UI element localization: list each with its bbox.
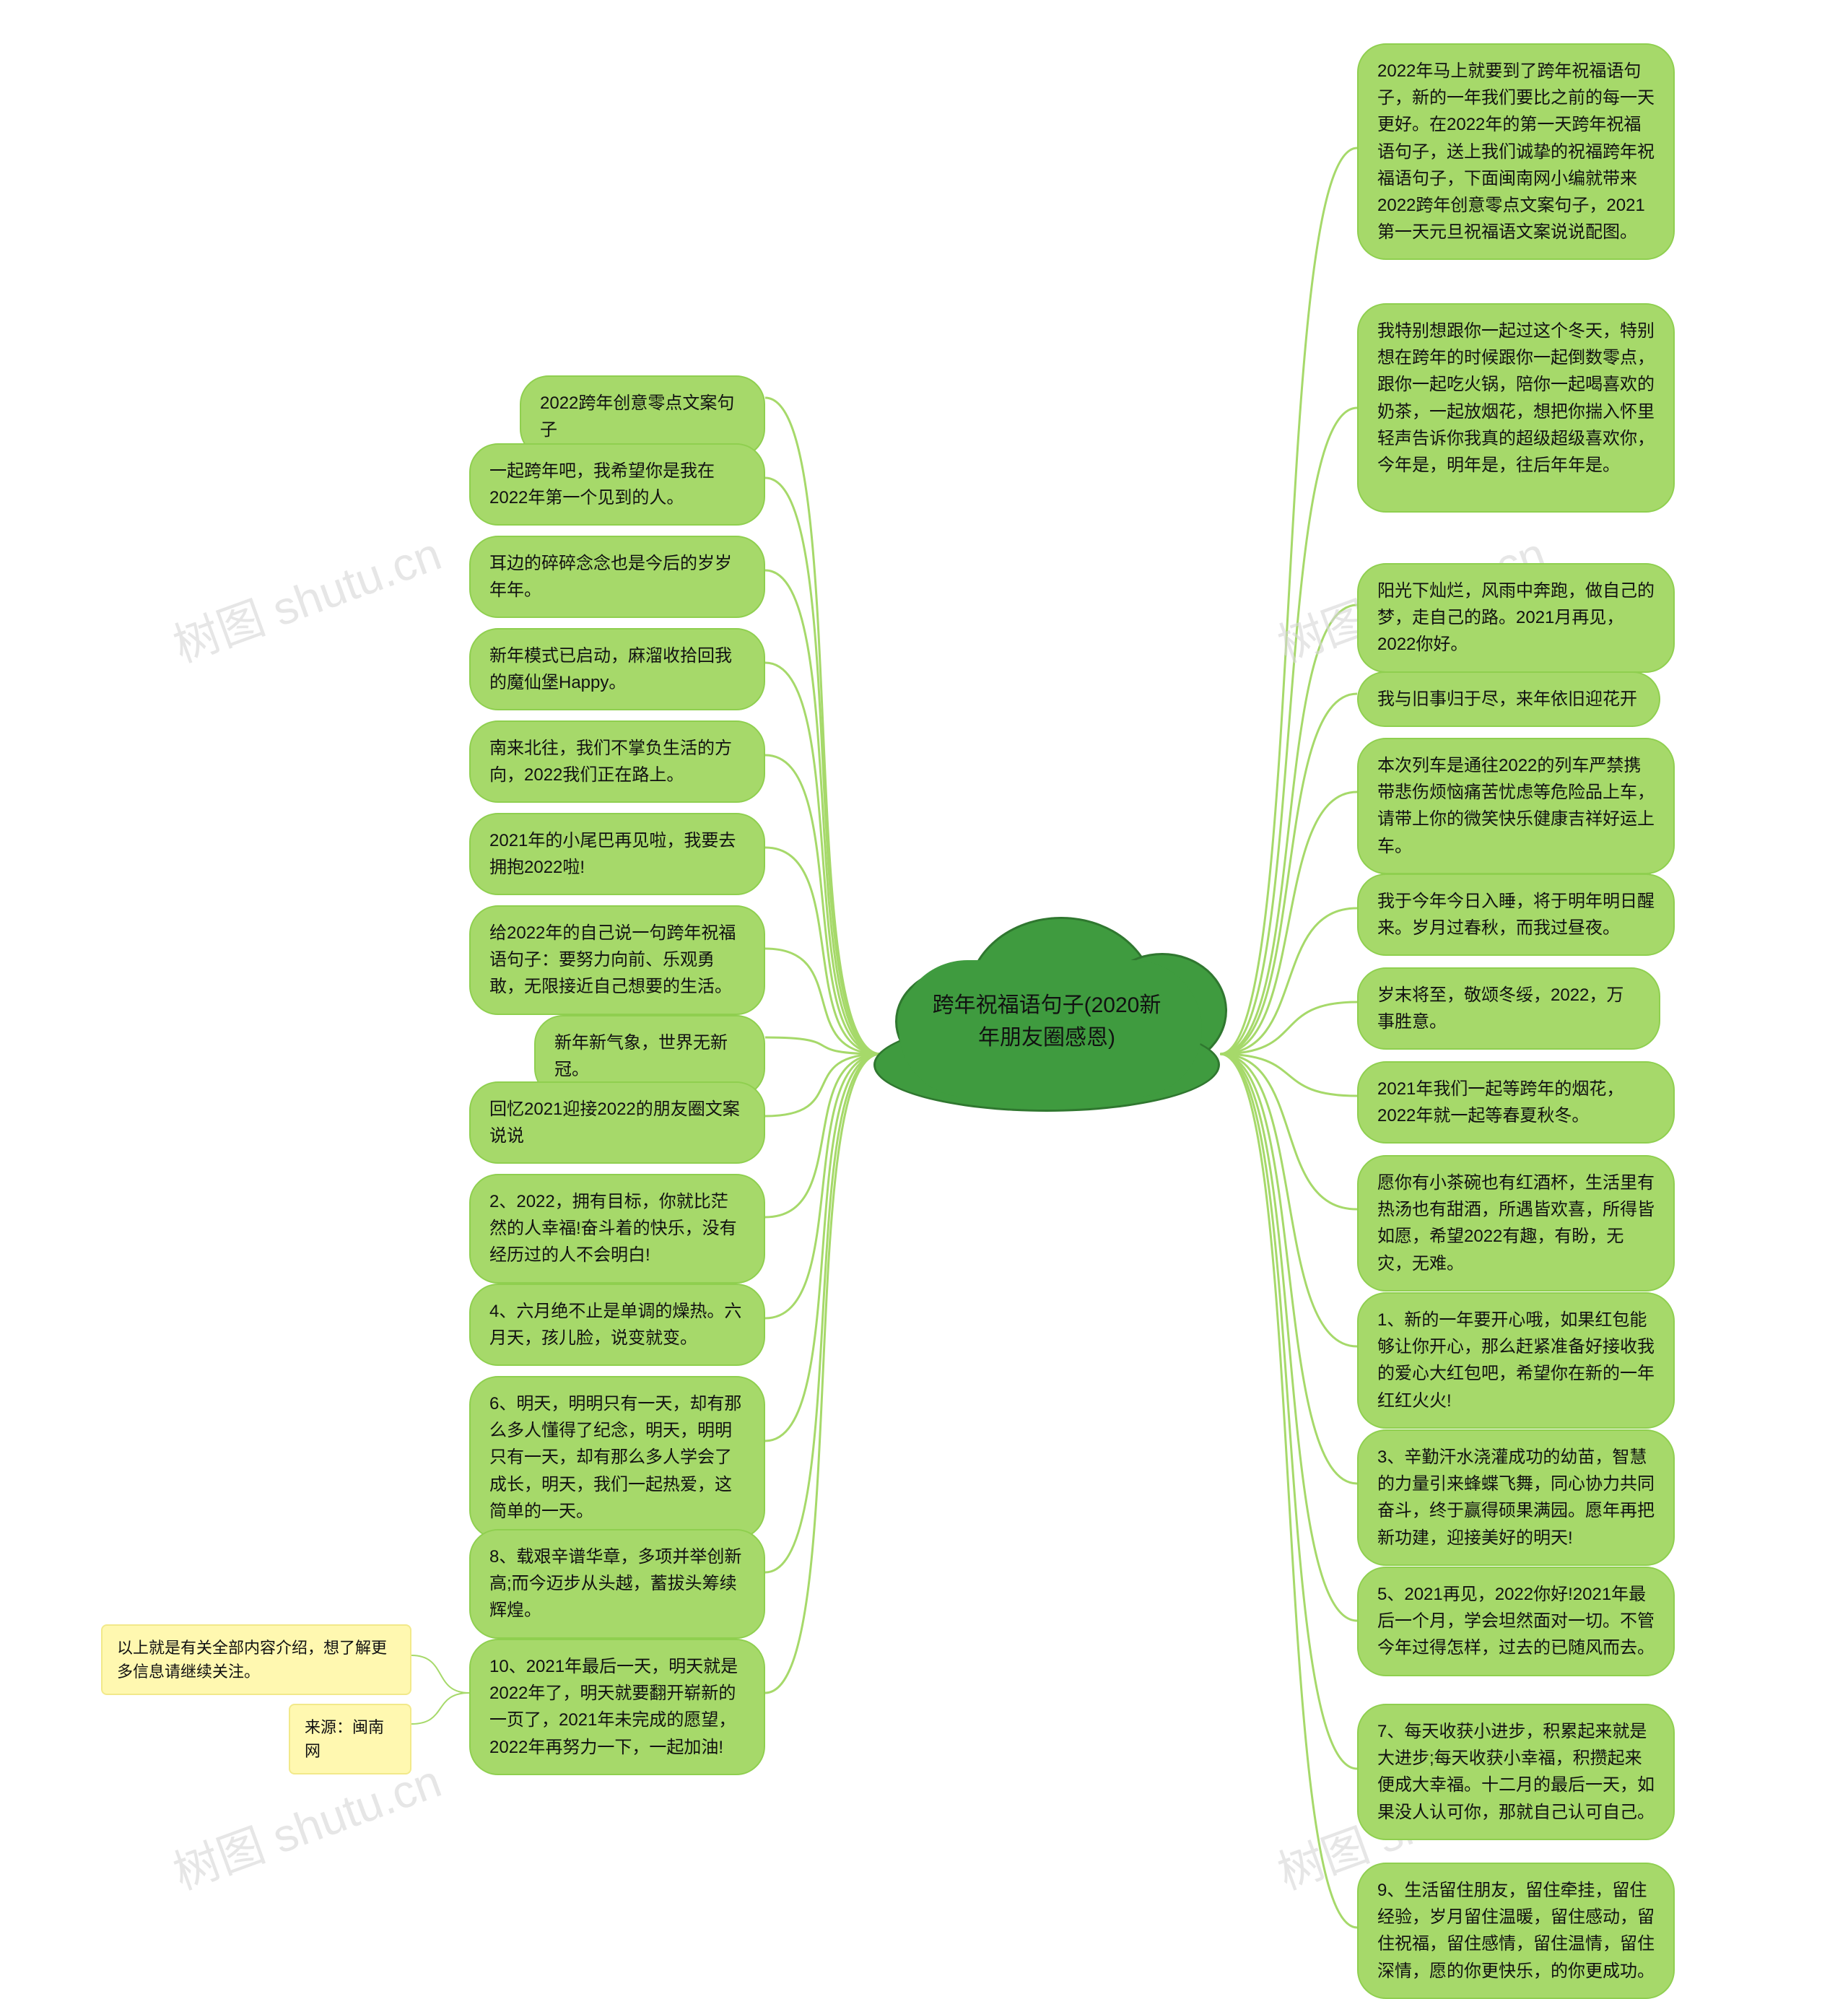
node-text: 岁末将至，敬颂冬绥，2022，万事胜意。 <box>1377 982 1640 1035</box>
node-text: 5、2021再见，2022你好!2021年最后一个月，学会坦然面对一切。不管今年… <box>1377 1581 1655 1662</box>
node-text: 1、新的一年要开心哦，如果红包能够让你开心，那么赶紧准备好接收我的爱心大红包吧，… <box>1377 1307 1655 1414</box>
node-text: 7、每天收获小进步，积累起来就是大进步;每天收获小幸福，积攒起来便成大幸福。十二… <box>1377 1718 1655 1826</box>
right-branch-node: 岁末将至，敬颂冬绥，2022，万事胜意。 <box>1357 967 1660 1050</box>
right-branch-node: 愿你有小茶碗也有红酒杯，生活里有热汤也有甜酒，所遇皆欢喜，所得皆如愿，希望202… <box>1357 1155 1675 1292</box>
node-text: 耳边的碎碎念念也是今后的岁岁年年。 <box>489 550 745 604</box>
mindmap-canvas: 树图 shutu.cn树图 shutu.cn树图 shutu.cn树图 shut… <box>0 0 1848 1951</box>
right-branch-node: 我特别想跟你一起过这个冬天，特别想在跨年的时候跟你一起倒数零点，跟你一起吃火锅，… <box>1357 303 1675 513</box>
node-text: 我于今年今日入睡，将于明年明日醒来。岁月过春秋，而我过昼夜。 <box>1377 888 1655 941</box>
sub-node: 来源：闽南网 <box>289 1704 411 1774</box>
node-text: 3、辛勤汗水浇灌成功的幼苗，智慧的力量引来蜂蝶飞舞，同心协力共同奋斗，终于赢得硕… <box>1377 1444 1655 1551</box>
left-branch-node: 一起跨年吧，我希望你是我在2022年第一个见到的人。 <box>469 443 765 526</box>
right-branch-node: 9、生活留住朋友，留住牵挂，留住经验，岁月留住温暖，留住感动，留住祝福，留住感情… <box>1357 1863 1675 1999</box>
right-branch-node: 2022年马上就要到了跨年祝福语句子，新的一年我们要比之前的每一天更好。在202… <box>1357 43 1675 260</box>
node-text: 6、明天，明明只有一天，却有那么多人懂得了纪念，明天，明明只有一天，却有那么多人… <box>489 1390 745 1525</box>
right-branch-node: 阳光下灿烂，风雨中奔跑，做自己的梦，走自己的路。2021月再见，2022你好。 <box>1357 563 1675 673</box>
left-branch-node: 给2022年的自己说一句跨年祝福语句子：要努力向前、乐观勇敢，无限接近自己想要的… <box>469 905 765 1015</box>
node-text: 10、2021年最后一天，明天就是2022年了，明天就要翻开崭新的一页了，202… <box>489 1653 745 1761</box>
sub-node-text: 以上就是有关全部内容介绍，想了解更多信息请继续关注。 <box>117 1639 387 1681</box>
left-branch-node: 8、载艰辛谱华章，多项并举创新高;而今迈步从头越，蓄拔头筹续辉煌。 <box>469 1529 765 1639</box>
sub-node: 以上就是有关全部内容介绍，想了解更多信息请继续关注。 <box>101 1624 411 1695</box>
node-text: 2021年的小尾巴再见啦，我要去拥抱2022啦! <box>489 827 745 881</box>
node-text: 2021年我们一起等跨年的烟花，2022年就一起等春夏秋冬。 <box>1377 1076 1655 1129</box>
right-branch-node: 5、2021再见，2022你好!2021年最后一个月，学会坦然面对一切。不管今年… <box>1357 1567 1675 1676</box>
left-branch-node: 10、2021年最后一天，明天就是2022年了，明天就要翻开崭新的一页了，202… <box>469 1639 765 1775</box>
left-branch-node: 2021年的小尾巴再见啦，我要去拥抱2022啦! <box>469 813 765 895</box>
node-text: 2022年马上就要到了跨年祝福语句子，新的一年我们要比之前的每一天更好。在202… <box>1377 58 1655 245</box>
node-text: 新年模式已启动，麻溜收拾回我的魔仙堡Happy。 <box>489 643 745 696</box>
right-branch-node: 1、新的一年要开心哦，如果红包能够让你开心，那么赶紧准备好接收我的爱心大红包吧，… <box>1357 1292 1675 1429</box>
node-text: 给2022年的自己说一句跨年祝福语句子：要努力向前、乐观勇敢，无限接近自己想要的… <box>489 920 745 1001</box>
node-text: 2、2022，拥有目标，你就比茫然的人幸福!奋斗着的快乐，没有经历过的人不会明白… <box>489 1188 745 1269</box>
node-text: 4、六月绝不止是单调的燥热。六月天，孩儿脸，说变就变。 <box>489 1298 745 1351</box>
node-text: 本次列车是通往2022的列车严禁携带悲伤烦恼痛苦忧虑等危险品上车，请带上你的微笑… <box>1377 752 1655 860</box>
node-text: 8、载艰辛谱华章，多项并举创新高;而今迈步从头越，蓄拔头筹续辉煌。 <box>489 1543 745 1624</box>
node-text: 一起跨年吧，我希望你是我在2022年第一个见到的人。 <box>489 458 745 511</box>
node-text: 南来北往，我们不掌负生活的方向，2022我们正在路上。 <box>489 735 745 788</box>
sub-node-text: 来源：闽南网 <box>305 1718 384 1760</box>
left-branch-node: 新年模式已启动，麻溜收拾回我的魔仙堡Happy。 <box>469 628 765 710</box>
node-text: 回忆2021迎接2022的朋友圈文案说说 <box>489 1096 745 1149</box>
node-text: 2022跨年创意零点文案句子 <box>540 390 745 443</box>
left-branch-node: 南来北往，我们不掌负生活的方向，2022我们正在路上。 <box>469 720 765 803</box>
right-branch-node: 我与旧事归于尽，来年依旧迎花开 <box>1357 671 1660 727</box>
node-text: 我与旧事归于尽，来年依旧迎花开 <box>1377 686 1640 713</box>
node-text: 新年新气象，世界无新冠。 <box>554 1029 745 1083</box>
node-text: 愿你有小茶碗也有红酒杯，生活里有热汤也有甜酒，所遇皆欢喜，所得皆如愿，希望202… <box>1377 1170 1655 1277</box>
right-branch-node: 本次列车是通往2022的列车严禁携带悲伤烦恼痛苦忧虑等危险品上车，请带上你的微笑… <box>1357 738 1675 874</box>
left-branch-node: 耳边的碎碎念念也是今后的岁岁年年。 <box>469 536 765 618</box>
watermark: 树图 shutu.cn <box>163 517 449 675</box>
node-text: 阳光下灿烂，风雨中奔跑，做自己的梦，走自己的路。2021月再见，2022你好。 <box>1377 578 1655 658</box>
right-branch-node: 2021年我们一起等跨年的烟花，2022年就一起等春夏秋冬。 <box>1357 1061 1675 1144</box>
right-branch-node: 3、辛勤汗水浇灌成功的幼苗，智慧的力量引来蜂蝶飞舞，同心协力共同奋斗，终于赢得硕… <box>1357 1429 1675 1566</box>
central-topic-label: 跨年祝福语句子(2020新年朋友圈感恩) <box>866 989 1227 1054</box>
right-branch-node: 我于今年今日入睡，将于明年明日醒来。岁月过春秋，而我过昼夜。 <box>1357 874 1675 956</box>
node-text: 9、生活留住朋友，留住牵挂，留住经验，岁月留住温暖，留住感动，留住祝福，留住感情… <box>1377 1877 1655 1985</box>
node-text: 我特别想跟你一起过这个冬天，特别想在跨年的时候跟你一起倒数零点，跟你一起吃火锅，… <box>1377 318 1655 479</box>
left-branch-node: 6、明天，明明只有一天，却有那么多人懂得了纪念，明天，明明只有一天，却有那么多人… <box>469 1376 765 1539</box>
right-branch-node: 7、每天收获小进步，积累起来就是大进步;每天收获小幸福，积攒起来便成大幸福。十二… <box>1357 1704 1675 1840</box>
left-branch-node: 回忆2021迎接2022的朋友圈文案说说 <box>469 1081 765 1164</box>
left-branch-node: 2、2022，拥有目标，你就比茫然的人幸福!奋斗着的快乐，没有经历过的人不会明白… <box>469 1174 765 1284</box>
left-branch-node: 4、六月绝不止是单调的燥热。六月天，孩儿脸，说变就变。 <box>469 1284 765 1366</box>
central-topic: 跨年祝福语句子(2020新年朋友圈感恩) <box>866 881 1227 1112</box>
